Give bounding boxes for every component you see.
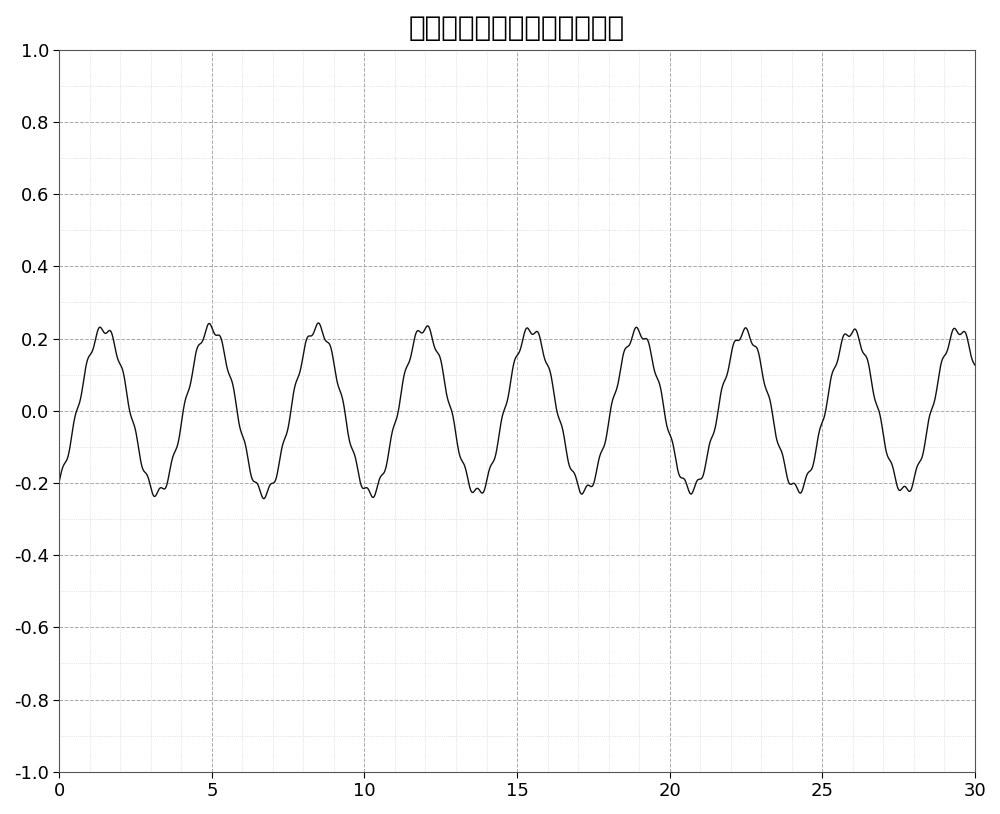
Title: 等波纹滤波后的雷达呼吸信号: 等波纹滤波后的雷达呼吸信号 [409,14,625,42]
